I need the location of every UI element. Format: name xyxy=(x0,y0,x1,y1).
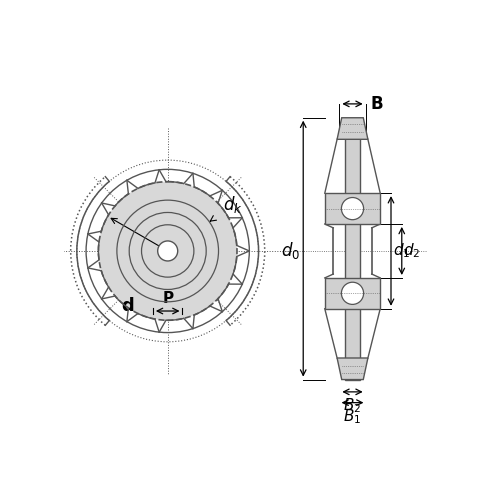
Bar xyxy=(325,193,380,224)
Circle shape xyxy=(98,182,237,320)
Polygon shape xyxy=(337,358,368,380)
Text: $B_2$: $B_2$ xyxy=(344,396,361,415)
Circle shape xyxy=(342,282,363,304)
Text: $d_0$: $d_0$ xyxy=(281,240,300,262)
Text: B: B xyxy=(371,95,384,113)
Text: $d_2$: $d_2$ xyxy=(404,242,420,260)
Bar xyxy=(345,118,360,380)
Circle shape xyxy=(342,198,363,220)
Polygon shape xyxy=(337,118,368,140)
Bar xyxy=(325,278,380,308)
Text: d: d xyxy=(122,298,134,316)
Text: $d_k$: $d_k$ xyxy=(223,194,243,216)
Circle shape xyxy=(158,241,178,261)
Text: $B_1$: $B_1$ xyxy=(344,408,361,426)
Text: P: P xyxy=(162,292,173,306)
Text: $d_1$: $d_1$ xyxy=(392,242,410,260)
